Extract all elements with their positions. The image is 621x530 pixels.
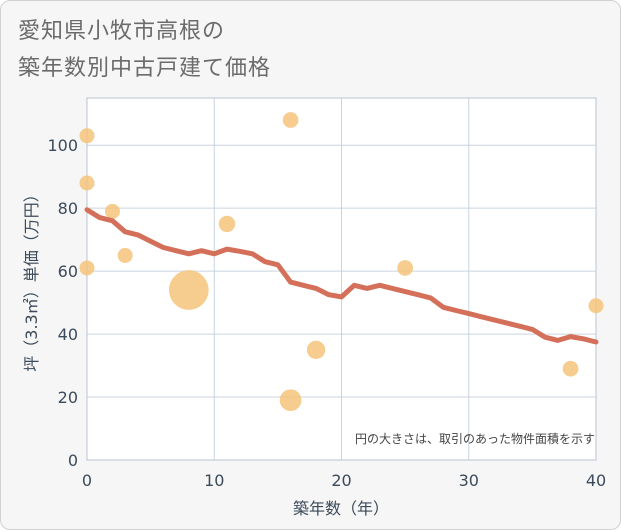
chart-title-line-2: 築年数別中古戸建て価格: [18, 56, 272, 81]
scatter-point: [104, 203, 120, 219]
scatter-point: [306, 340, 326, 360]
scatter-point: [562, 360, 579, 377]
x-tick-label: 20: [331, 471, 351, 490]
scatter-point: [279, 389, 302, 412]
scatter-point: [79, 128, 95, 144]
scatter-point: [588, 298, 604, 314]
y-axis-label: 坪（3.3㎡）単価（万円）: [22, 186, 41, 371]
size-legend-note: 円の大きさは、取引のあった物件面積を示す: [355, 431, 595, 446]
y-tick-label: 80: [58, 199, 78, 218]
x-tick-label: 30: [459, 471, 479, 490]
scatter-points: [79, 112, 604, 412]
y-tick-label: 20: [58, 388, 78, 407]
grid: [86, 97, 597, 461]
y-tick-label: 0: [68, 451, 78, 470]
trend-line: [84, 207, 599, 345]
chart-title-line-1: 愛知県小牧市高根の: [18, 19, 226, 44]
scatter-point: [218, 215, 236, 233]
x-tick-label: 40: [586, 471, 606, 490]
y-tick-label: 60: [58, 262, 78, 281]
x-axis-label: 築年数（年）: [293, 499, 389, 518]
scatter-point: [117, 247, 133, 263]
scatter-point: [79, 260, 95, 276]
y-tick-label: 100: [47, 136, 78, 155]
trend-line-path: [84, 207, 599, 345]
scatter-point: [397, 260, 413, 276]
x-tick-label: 10: [204, 471, 224, 490]
y-tick-label: 40: [58, 325, 78, 344]
tick-labels: 0 10 20 30 40 0 20 40 60 80 100: [47, 136, 606, 490]
chart-title: 愛知県小牧市高根の 築年数別中古戸建て価格: [18, 13, 271, 87]
scatter-point: [282, 112, 299, 128]
scatter-point: [168, 270, 209, 310]
scatter-point: [79, 175, 95, 191]
plot-border: [86, 97, 597, 461]
x-tick-label: 0: [82, 471, 92, 490]
